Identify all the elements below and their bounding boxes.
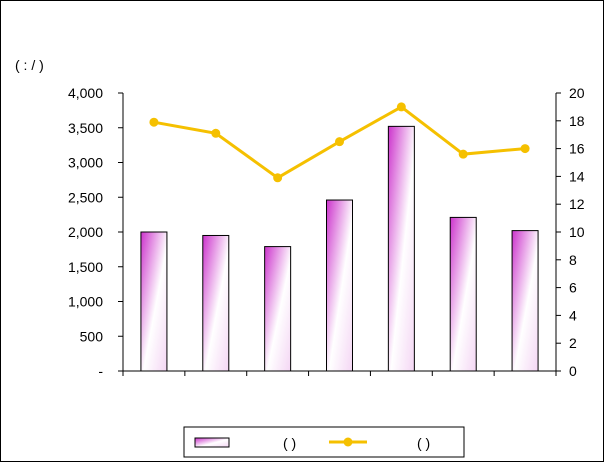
bar bbox=[326, 199, 353, 372]
right-tick-label: 18 bbox=[569, 113, 585, 129]
line-point bbox=[396, 102, 406, 112]
line-point bbox=[149, 117, 159, 127]
left-tick-label: 1,000 bbox=[68, 294, 103, 310]
left-tick-label: 3,500 bbox=[68, 120, 103, 136]
left-tick-label: - bbox=[98, 363, 103, 379]
bar bbox=[202, 234, 230, 372]
bar bbox=[449, 216, 477, 372]
right-tick-label: 14 bbox=[569, 168, 585, 184]
right-tick-label: 12 bbox=[569, 196, 585, 212]
left-tick-label: 500 bbox=[80, 328, 104, 344]
legend-line-marker bbox=[343, 437, 353, 447]
bar bbox=[511, 230, 539, 372]
right-tick-label: 0 bbox=[569, 363, 577, 379]
line-point bbox=[458, 149, 468, 159]
right-tick-label: 10 bbox=[569, 224, 585, 240]
right-tick-label: 8 bbox=[569, 252, 577, 268]
line-point bbox=[520, 144, 530, 154]
right-tick-label: 20 bbox=[569, 85, 585, 101]
legend-line-label: ( ) bbox=[417, 435, 430, 451]
line-point bbox=[273, 173, 283, 183]
bar bbox=[264, 246, 292, 372]
right-tick-label: 6 bbox=[569, 280, 577, 296]
legend-bar-swatch bbox=[194, 437, 230, 448]
plot-area: - 500 1,000 1,500 2,000 2,500 3,000 3,500 4,000 0… bbox=[68, 85, 585, 379]
legend-bar-label: ( ) bbox=[283, 435, 296, 451]
right-tick-label: 4 bbox=[569, 307, 577, 323]
right-tick-label: 16 bbox=[569, 141, 585, 157]
left-axis-unit-label: ( : / ) bbox=[15, 57, 44, 73]
bar bbox=[387, 125, 415, 372]
chart-legend: ( ) ( ) bbox=[183, 426, 465, 458]
right-tick-label: 2 bbox=[569, 335, 577, 351]
bar bbox=[140, 231, 168, 372]
left-tick-label: 4,000 bbox=[68, 85, 103, 101]
legend-box bbox=[183, 426, 465, 458]
left-tick-label: 2,000 bbox=[68, 224, 103, 240]
line-point bbox=[335, 137, 344, 147]
line-point bbox=[211, 128, 221, 138]
left-tick-label: 1,500 bbox=[68, 259, 103, 275]
left-tick-label: 3,000 bbox=[68, 155, 103, 171]
left-tick-label: 2,500 bbox=[68, 189, 103, 205]
